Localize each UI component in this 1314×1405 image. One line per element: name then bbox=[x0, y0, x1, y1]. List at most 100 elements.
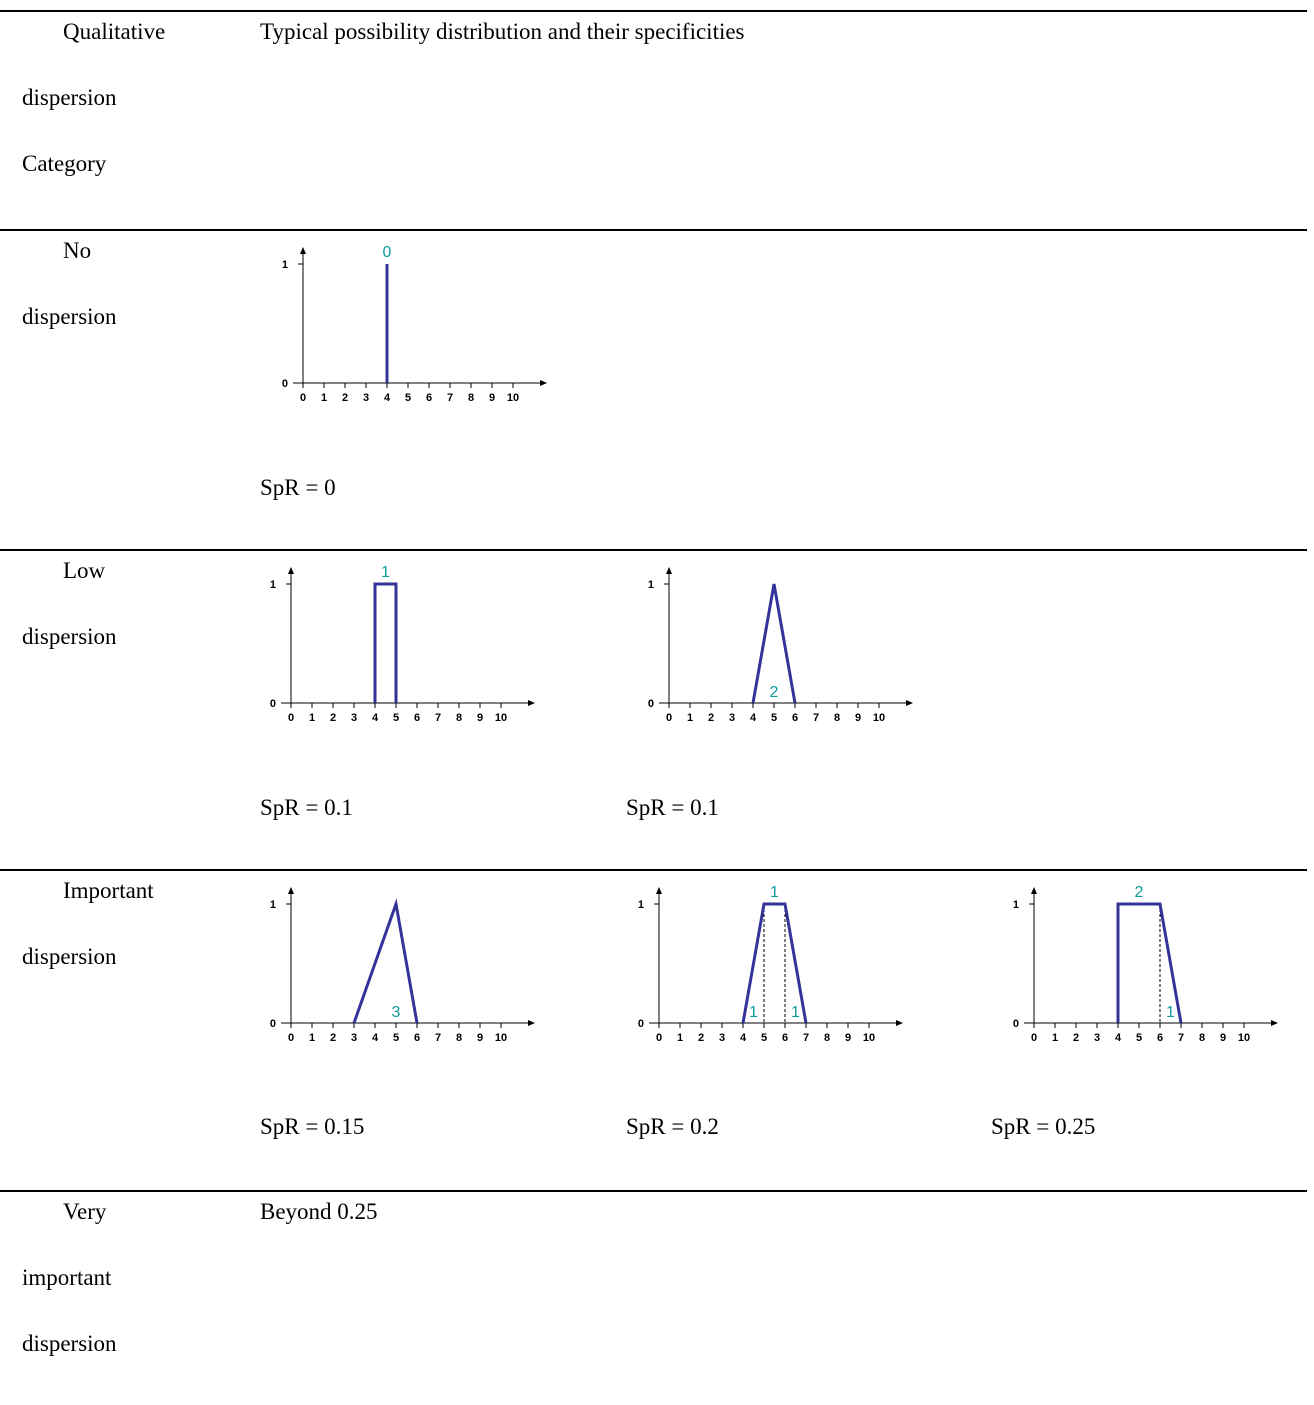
x-tick-label: 5 bbox=[1136, 1032, 1142, 1044]
x-tick-label: 7 bbox=[435, 1032, 441, 1044]
spr-value: SpR = 0.15 bbox=[260, 1114, 365, 1139]
x-tick-label: 1 bbox=[687, 712, 693, 724]
x-tick-label: 10 bbox=[1238, 1032, 1250, 1044]
y-axis-arrow bbox=[656, 887, 662, 894]
x-tick-label: 5 bbox=[761, 1032, 767, 1044]
annotation-label: 1 bbox=[381, 564, 390, 581]
x-tick-label: 4 bbox=[750, 712, 757, 724]
category-very-important-dispersion: dispersion bbox=[22, 1331, 117, 1356]
x-tick-label: 3 bbox=[351, 712, 357, 724]
category-low-dispersion: dispersion bbox=[22, 624, 117, 649]
y-tick-label: 1 bbox=[1013, 899, 1019, 911]
category-important-dispersion: Important bbox=[63, 878, 154, 903]
x-tick-label: 8 bbox=[834, 712, 840, 724]
x-tick-label: 10 bbox=[863, 1032, 875, 1044]
y-tick-label: 0 bbox=[638, 1018, 644, 1030]
x-tick-label: 8 bbox=[1199, 1032, 1205, 1044]
y-axis-arrow bbox=[300, 247, 306, 254]
y-tick-label: 0 bbox=[270, 1018, 276, 1030]
x-tick-label: 10 bbox=[873, 712, 885, 724]
category-very-important-dispersion: important bbox=[22, 1265, 112, 1290]
x-tick-label: 2 bbox=[1073, 1032, 1079, 1044]
annotation-label: 1 bbox=[791, 1004, 800, 1021]
x-tick-label: 1 bbox=[309, 712, 315, 724]
x-tick-label: 6 bbox=[426, 392, 432, 404]
category-no-dispersion: No bbox=[63, 238, 92, 263]
x-tick-label: 7 bbox=[813, 712, 819, 724]
x-tick-label: 9 bbox=[1220, 1032, 1226, 1044]
category-very-important-dispersion: Very bbox=[63, 1199, 107, 1224]
y-tick-label: 0 bbox=[270, 698, 276, 710]
x-tick-label: 0 bbox=[656, 1032, 662, 1044]
x-tick-label: 4 bbox=[384, 392, 391, 404]
y-tick-label: 1 bbox=[638, 899, 644, 911]
annotation-label: 0 bbox=[383, 244, 392, 261]
category-low-dispersion: Low bbox=[63, 558, 106, 583]
x-tick-label: 0 bbox=[288, 1032, 294, 1044]
category-important-dispersion: dispersion bbox=[22, 944, 117, 969]
y-axis-arrow bbox=[288, 567, 294, 574]
x-tick-label: 4 bbox=[1115, 1032, 1122, 1044]
x-tick-label: 2 bbox=[330, 1032, 336, 1044]
y-axis-arrow bbox=[666, 567, 672, 574]
y-axis-arrow bbox=[1031, 887, 1037, 894]
x-tick-label: 8 bbox=[456, 1032, 462, 1044]
x-tick-label: 2 bbox=[698, 1032, 704, 1044]
x-tick-label: 6 bbox=[1157, 1032, 1163, 1044]
very-important-note: Beyond 0.25 bbox=[260, 1199, 378, 1224]
x-tick-label: 9 bbox=[477, 712, 483, 724]
x-tick-label: 1 bbox=[677, 1032, 683, 1044]
x-tick-label: 8 bbox=[824, 1032, 830, 1044]
header-category-label: Qualitative bbox=[63, 19, 166, 44]
x-tick-label: 9 bbox=[855, 712, 861, 724]
annotation-label: 1 bbox=[770, 884, 779, 901]
chart-low-rectangle: 0 1 2 3 4 5 6 7 8 9 10 0 1 1 bbox=[270, 564, 535, 724]
category-no-dispersion: dispersion bbox=[22, 304, 117, 329]
x-tick-label: 3 bbox=[1094, 1032, 1100, 1044]
chart-low-triangle: 0 1 2 3 4 5 6 7 8 9 10 0 1 2 bbox=[648, 567, 913, 724]
annotation-label: 3 bbox=[392, 1004, 401, 1021]
x-tick-label: 8 bbox=[468, 392, 474, 404]
annotation-label: 2 bbox=[770, 684, 779, 701]
x-tick-label: 6 bbox=[782, 1032, 788, 1044]
chart-important-triangle: 0 1 2 3 4 5 6 7 8 9 10 0 1 3 bbox=[270, 887, 535, 1044]
x-tick-label: 4 bbox=[372, 712, 379, 724]
y-tick-label: 1 bbox=[282, 259, 288, 271]
x-axis-arrow bbox=[528, 700, 535, 706]
x-tick-label: 0 bbox=[300, 392, 306, 404]
x-tick-label: 6 bbox=[414, 1032, 420, 1044]
distribution-curve bbox=[751, 583, 797, 704]
spr-value: SpR = 0.2 bbox=[626, 1114, 719, 1139]
x-tick-label: 7 bbox=[1178, 1032, 1184, 1044]
x-tick-label: 5 bbox=[771, 712, 777, 724]
distribution-column-title: Typical possibility distribution and the… bbox=[260, 19, 745, 44]
x-tick-label: 2 bbox=[708, 712, 714, 724]
x-tick-label: 10 bbox=[507, 392, 519, 404]
x-axis-arrow bbox=[528, 1020, 535, 1026]
x-tick-label: 1 bbox=[321, 392, 327, 404]
x-tick-label: 7 bbox=[447, 392, 453, 404]
spr-value: SpR = 0.1 bbox=[260, 795, 353, 820]
x-tick-label: 9 bbox=[845, 1032, 851, 1044]
distribution-curve bbox=[741, 902, 808, 1024]
top-rule bbox=[0, 10, 1307, 12]
annotation-label: 1 bbox=[1166, 1004, 1175, 1021]
x-axis-arrow bbox=[906, 700, 913, 706]
row-important-rule bbox=[0, 869, 1307, 871]
x-tick-label: 7 bbox=[435, 712, 441, 724]
x-axis-arrow bbox=[896, 1020, 903, 1026]
chart-important-trapezoid: 0 1 2 3 4 5 6 7 8 9 10 0 1 1 1 1 bbox=[638, 884, 903, 1044]
x-axis-arrow bbox=[540, 380, 547, 386]
distribution-curve bbox=[1116, 902, 1183, 1024]
distribution-curve bbox=[352, 898, 419, 1024]
row-low-rule bbox=[0, 549, 1307, 551]
header-rule bbox=[0, 229, 1307, 231]
distribution-curve bbox=[373, 582, 398, 703]
y-tick-label: 0 bbox=[1013, 1018, 1019, 1030]
x-tick-label: 7 bbox=[803, 1032, 809, 1044]
y-axis-arrow bbox=[288, 887, 294, 894]
x-tick-label: 1 bbox=[1052, 1032, 1058, 1044]
y-tick-label: 1 bbox=[648, 579, 654, 591]
x-tick-label: 0 bbox=[1031, 1032, 1037, 1044]
spr-value: SpR = 0 bbox=[260, 475, 336, 500]
